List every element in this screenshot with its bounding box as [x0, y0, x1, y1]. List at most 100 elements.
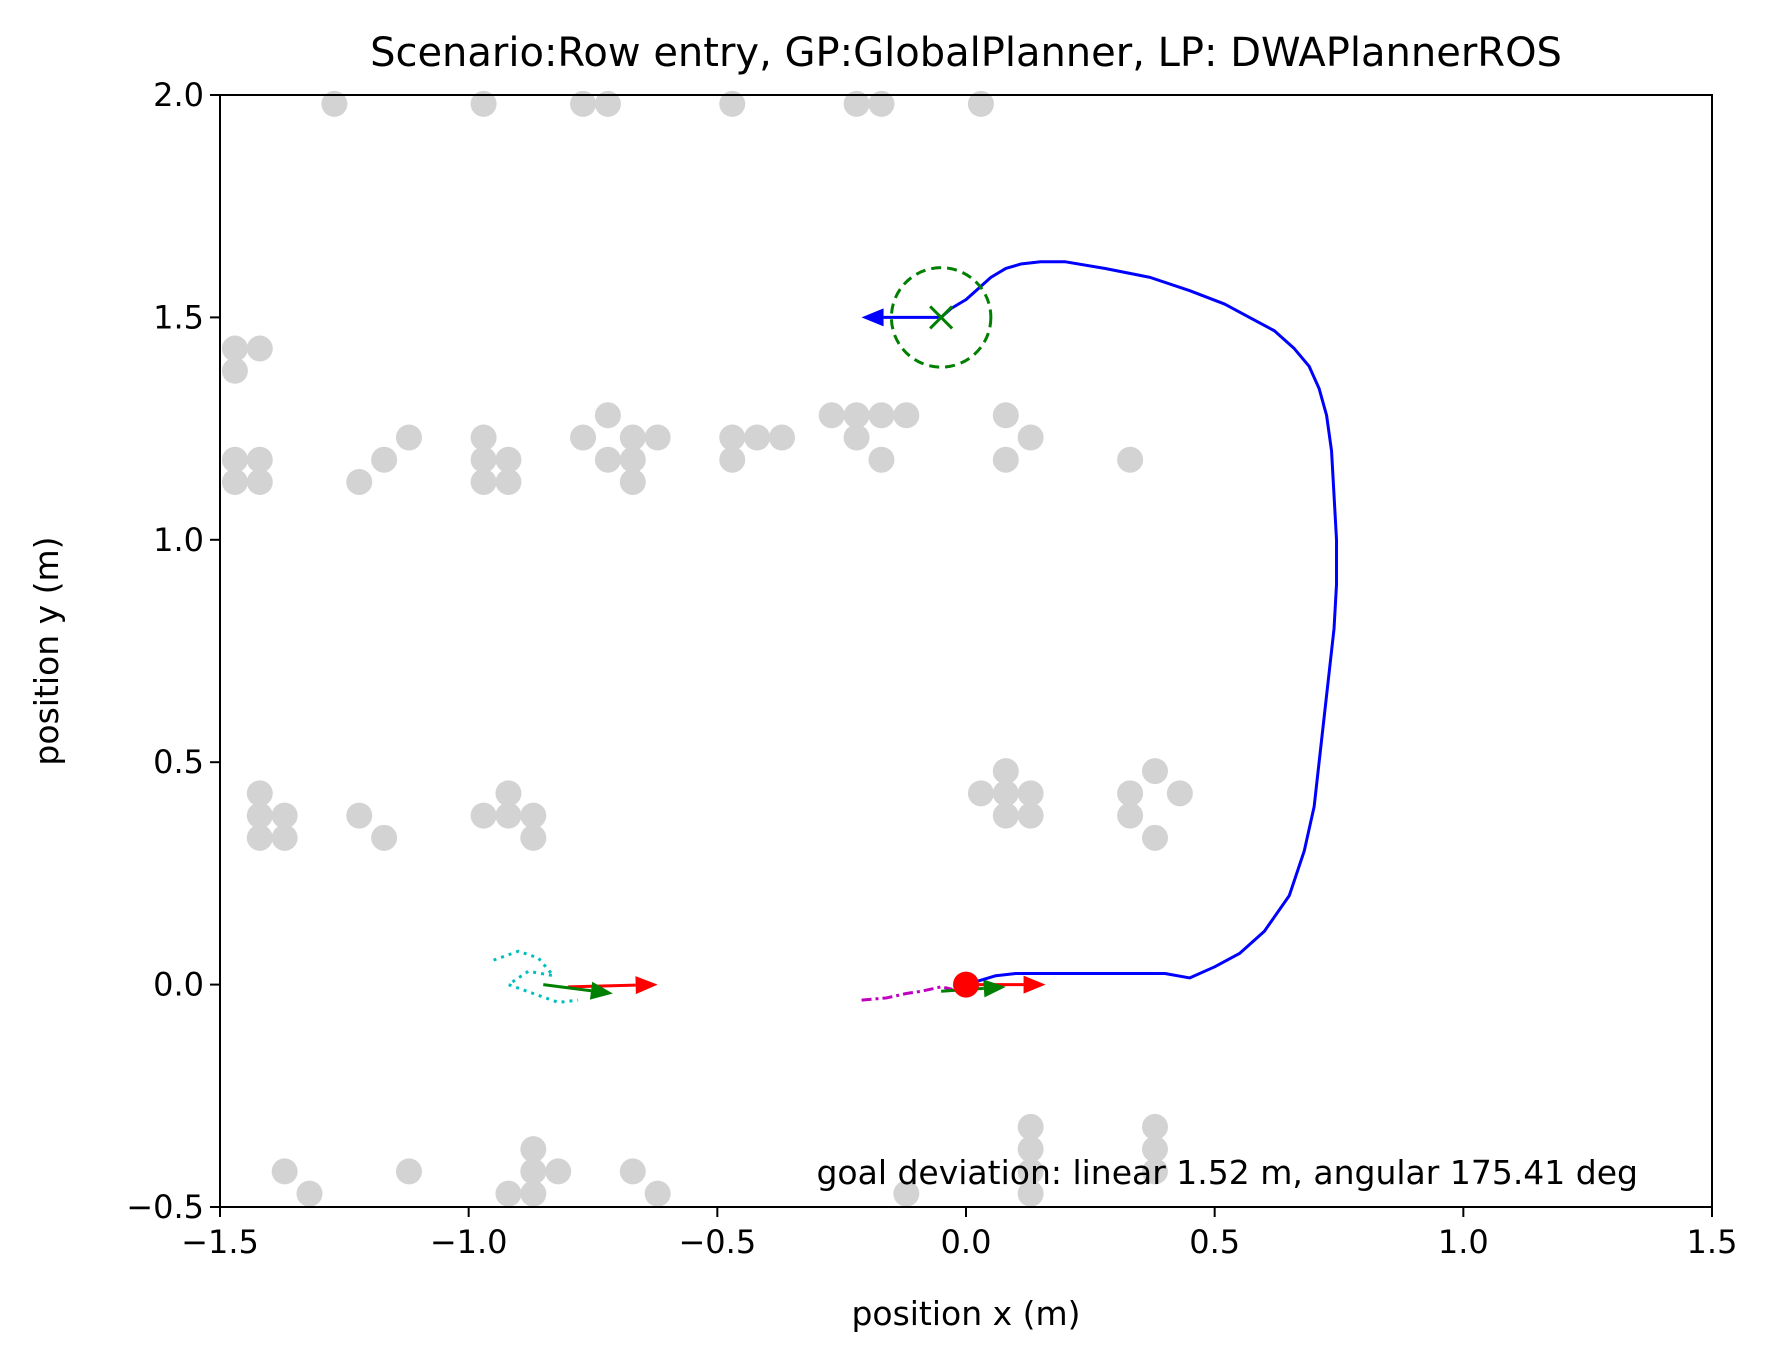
pose-arrow [543, 981, 613, 1000]
robot-trajectory-line [940, 260, 1339, 987]
obstacle-point [246, 802, 273, 829]
obstacle-point [818, 402, 845, 429]
obstacle-point [843, 90, 870, 117]
obstacle-point [221, 468, 248, 495]
obstacle-point [1017, 802, 1044, 829]
obstacle-point [719, 90, 746, 117]
obstacle-point [619, 468, 646, 495]
obstacle-point [992, 802, 1019, 829]
x-tick-label: 1.0 [1438, 1223, 1489, 1261]
obstacle-point [520, 1180, 547, 1207]
goal-marker [929, 305, 954, 330]
obstacle-point [246, 446, 273, 473]
obstacle-point [321, 90, 348, 117]
goal-tolerance-circle [889, 266, 993, 369]
obstacle-point [868, 446, 895, 473]
obstacle-point [246, 824, 273, 851]
x-tick-label: −1.5 [181, 1223, 259, 1261]
obstacle-point [495, 446, 522, 473]
pose-arrow-head [1023, 975, 1046, 994]
obstacle-point [495, 468, 522, 495]
obstacle-point [371, 446, 398, 473]
obstacle-point [470, 90, 497, 117]
x-tick-label: 0.0 [941, 1223, 992, 1261]
y-tick-label: 1.0 [153, 521, 204, 559]
obstacle-point [495, 802, 522, 829]
obstacle-point [1017, 780, 1044, 807]
axes: −1.5 −1.0 −0.5 0.0 0.5 1.0 1.5 −0.5 0.0 0.5 1.0 1.5… [126, 76, 1737, 1261]
obstacle-point [246, 468, 273, 495]
obstacle-point [221, 357, 248, 384]
obstacle-point [967, 780, 994, 807]
obstacle-point [843, 402, 870, 429]
obstacle-point [992, 758, 1019, 785]
obstacle-point [246, 780, 273, 807]
obstacle-point [967, 90, 994, 117]
x-tick-label: −0.5 [678, 1223, 756, 1261]
obstacle-point [594, 446, 621, 473]
pose-arrow-head [589, 981, 613, 1000]
y-tick-label: −0.5 [126, 1188, 204, 1226]
obstacle-point [719, 424, 746, 451]
y-tick-label: 2.0 [153, 76, 204, 114]
y-axis-label: position y (m) [27, 536, 66, 765]
obstacle-point [296, 1180, 323, 1207]
obstacle-point [1141, 1158, 1168, 1185]
obstacle-point [1141, 1113, 1168, 1140]
obstacle-point [495, 1180, 522, 1207]
obstacle-point [893, 402, 920, 429]
obstacle-point [594, 402, 621, 429]
obstacle-point [520, 1158, 547, 1185]
obstacle-point [520, 824, 547, 851]
obstacle-point [470, 802, 497, 829]
y-tick-label: 0.0 [153, 966, 204, 1004]
pose-arrow [568, 976, 658, 995]
x-axis-label: position x (m) [851, 1294, 1080, 1333]
cyan-dotted-path [493, 949, 579, 1004]
obstacle-point [470, 446, 497, 473]
obstacle-point [1141, 758, 1168, 785]
obstacle-point [868, 402, 895, 429]
obstacle-point [619, 424, 646, 451]
obstacle-point [893, 1180, 920, 1207]
chart-title: Scenario:Row entry, GP:GlobalPlanner, LP… [370, 30, 1562, 76]
obstacle-point [619, 446, 646, 473]
obstacle-point [1166, 780, 1193, 807]
magenta-dashdot-path [861, 985, 958, 1002]
obstacle-point [221, 335, 248, 362]
obstacle-point [246, 335, 273, 362]
obstacle-point [371, 824, 398, 851]
y-tick-label: 0.5 [153, 743, 204, 781]
goal-marker-stroke [929, 305, 954, 330]
goal-deviation-annotation: goal deviation: linear 1.52 m, angular 1… [816, 1153, 1638, 1192]
pose-arrow-head [983, 979, 1006, 998]
obstacle-point [395, 424, 422, 451]
obstacle-point [346, 468, 373, 495]
obstacle-point [520, 802, 547, 829]
obstacle-point [594, 90, 621, 117]
obstacle-point [395, 1158, 422, 1185]
obstacle-point [644, 1180, 671, 1207]
obstacle-point [992, 780, 1019, 807]
obstacle-point [1141, 1136, 1168, 1163]
obstacle-point [470, 424, 497, 451]
x-tick-label: −1.0 [430, 1223, 508, 1261]
obstacle-point [1117, 802, 1144, 829]
obstacle-point [545, 1158, 572, 1185]
x-tick-label: 0.5 [1189, 1223, 1240, 1261]
goal-heading-arrow [861, 308, 942, 327]
goal-heading-arrow-head [861, 308, 884, 327]
obstacle-point [992, 402, 1019, 429]
obstacle-point [1117, 780, 1144, 807]
obstacle-point [843, 424, 870, 451]
obstacle-point [570, 424, 597, 451]
obstacle-point [719, 446, 746, 473]
obstacle-point [768, 424, 795, 451]
obstacle-point [1017, 1180, 1044, 1207]
obstacle-point [1017, 424, 1044, 451]
obstacle-point [992, 446, 1019, 473]
obstacle-point [495, 780, 522, 807]
pose-arrow-head [635, 976, 658, 995]
